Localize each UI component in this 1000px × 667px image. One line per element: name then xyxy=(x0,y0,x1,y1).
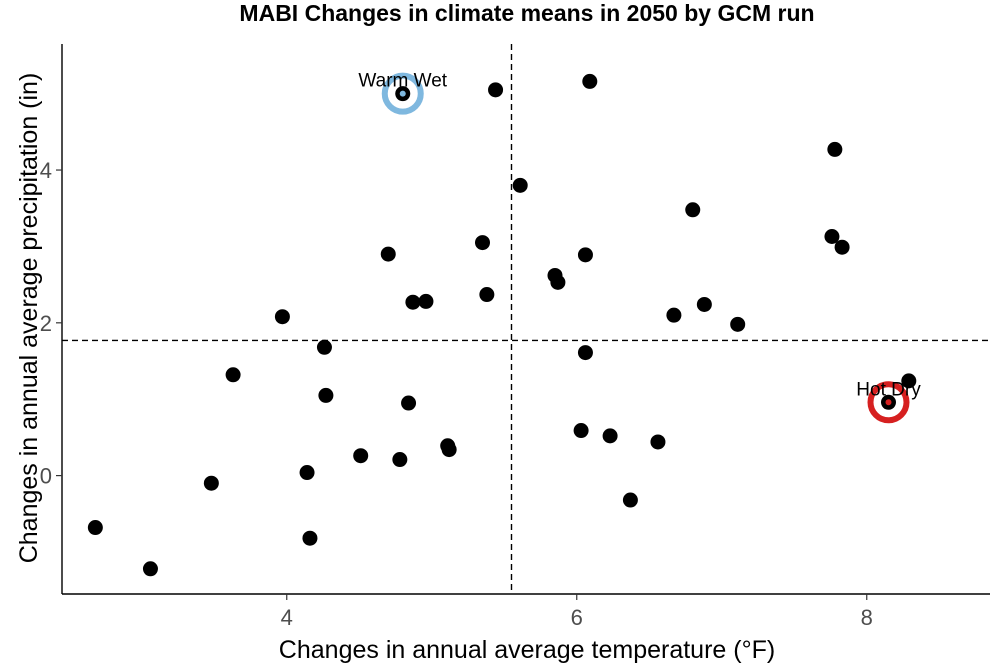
plot-area: 4 6 8 0 2 4 Warm Wet Hot Dry xyxy=(40,44,990,630)
data-point xyxy=(87,520,103,536)
y-axis-title: Changes in annual average precipitation … xyxy=(15,73,43,564)
data-point xyxy=(573,423,589,439)
data-point xyxy=(488,82,504,98)
data-point xyxy=(475,235,490,251)
data-point xyxy=(479,287,495,303)
x-tick-label: 6 xyxy=(571,605,583,630)
data-point xyxy=(418,293,434,309)
highlight-label: Warm Wet xyxy=(358,71,447,92)
chart-title: MABI Changes in climate means in 2050 by… xyxy=(239,0,814,26)
data-point xyxy=(512,177,528,193)
highlight-center xyxy=(885,399,892,406)
data-point xyxy=(392,452,408,468)
data-point xyxy=(827,141,843,157)
highlight-center xyxy=(399,90,406,97)
data-point xyxy=(353,448,369,464)
data-point xyxy=(302,530,318,546)
data-point xyxy=(318,387,334,403)
data-point xyxy=(666,307,682,323)
data-point xyxy=(299,465,315,481)
data-point xyxy=(602,428,618,444)
highlight-ring xyxy=(381,72,424,115)
data-point xyxy=(316,339,332,355)
data-point xyxy=(142,561,158,577)
data-point xyxy=(834,239,850,255)
data-point xyxy=(274,309,290,325)
data-point xyxy=(577,247,593,263)
x-tick-label: 4 xyxy=(281,605,293,630)
data-point xyxy=(380,246,396,262)
data-point xyxy=(550,274,566,290)
y-tick-label: 2 xyxy=(40,311,52,336)
data-point xyxy=(622,492,638,508)
data-point xyxy=(405,294,421,310)
data-point xyxy=(582,73,598,89)
data-point xyxy=(203,475,219,491)
data-point xyxy=(577,345,593,361)
data-point xyxy=(901,373,917,389)
data-point xyxy=(730,316,746,332)
x-axis-title: Changes in annual average temperature (°… xyxy=(279,636,775,664)
y-tick-label: 4 xyxy=(40,158,52,183)
x-tick-label: 8 xyxy=(861,605,873,630)
data-point xyxy=(650,434,666,450)
data-point xyxy=(696,296,712,312)
highlight-ring xyxy=(867,381,910,424)
data-point xyxy=(685,202,701,218)
y-tick-label: 0 xyxy=(40,464,52,489)
data-point xyxy=(225,367,241,383)
data-point xyxy=(401,395,417,411)
data-point xyxy=(441,442,457,458)
highlight-label: Hot Dry xyxy=(856,379,921,400)
data-point xyxy=(824,229,840,244)
